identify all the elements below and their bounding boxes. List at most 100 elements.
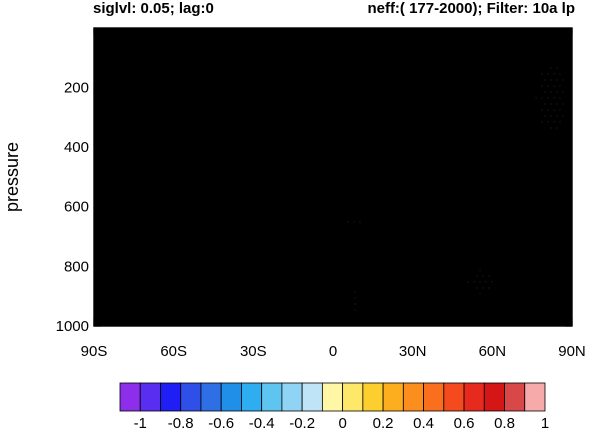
stipple-dot xyxy=(556,103,558,105)
stipple-dot xyxy=(550,67,552,69)
stipple-dot xyxy=(553,121,555,123)
heatmap-field xyxy=(94,28,572,326)
stipple-dot xyxy=(354,303,356,305)
colorbar-swatch xyxy=(321,382,344,412)
stipple-dot xyxy=(547,121,549,123)
colorbar-label: -0.2 xyxy=(289,415,315,431)
colorbar-label: 0.2 xyxy=(373,415,394,431)
field-region xyxy=(94,229,318,326)
colorbar-swatch xyxy=(342,382,364,412)
colorbar-swatch xyxy=(220,382,242,412)
colorbar-label: 0.4 xyxy=(413,415,434,431)
colorbar-swatch xyxy=(423,382,445,412)
colorbar-label: 0.8 xyxy=(494,415,515,431)
y-tick-label: 800 xyxy=(64,258,89,275)
field-region xyxy=(240,48,297,83)
y-axis: 200 400 600 800 1000 xyxy=(56,57,572,335)
stipple-dot xyxy=(541,73,543,75)
stipple-dot xyxy=(556,115,558,117)
stipple-dot xyxy=(559,97,561,99)
stipple-dot xyxy=(556,91,558,93)
significance-stipple xyxy=(347,67,564,311)
field-region xyxy=(330,212,373,240)
colorbar-label: -0.6 xyxy=(208,415,234,431)
stipple-dot xyxy=(544,115,546,117)
x-tick-label: 60S xyxy=(160,343,187,360)
colorbar-swatch xyxy=(301,382,323,412)
stipple-dot xyxy=(491,281,493,283)
stipple-dot xyxy=(353,221,355,223)
stipple-dot xyxy=(541,109,543,111)
x-tick-label: 30S xyxy=(240,343,267,360)
colorbar: -1 -0.8 -0.6 -0.4 -0.2 0 0.2 0.4 0.6 0.8 1 xyxy=(119,382,549,431)
field-region xyxy=(231,230,304,287)
stipple-dot xyxy=(479,293,481,295)
field-region xyxy=(413,103,432,148)
colorbar-label: 0.6 xyxy=(454,415,475,431)
field-region xyxy=(94,298,103,320)
stipple-dot xyxy=(547,73,549,75)
field-region xyxy=(450,55,478,77)
field-region xyxy=(338,148,353,164)
stipple-dot xyxy=(347,221,349,223)
field-region xyxy=(247,229,253,237)
stipple-dot xyxy=(488,287,490,289)
colorbar-swatch xyxy=(241,382,263,412)
stipple-dot xyxy=(354,291,356,293)
chart-title-right: neff:( 177-2000); Filter: 10a lp xyxy=(367,0,575,17)
colorbar-swatch xyxy=(504,382,526,412)
colorbar-label: -0.8 xyxy=(168,415,194,431)
colorbar-swatch xyxy=(200,382,222,412)
field-region xyxy=(332,182,352,199)
x-axis: 90S 60S 30S 0 30N 60N 90N xyxy=(81,28,586,360)
field-region xyxy=(146,28,300,240)
stipple-dot xyxy=(544,79,546,81)
stipple-dot xyxy=(479,269,481,271)
stipple-dot xyxy=(479,281,481,283)
stipple-dot xyxy=(547,85,549,87)
stipple-dot xyxy=(550,79,552,81)
stipple-dot xyxy=(562,79,564,81)
colorbar-label: 0 xyxy=(338,415,346,431)
stipple-dot xyxy=(553,73,555,75)
y-tick-label: 600 xyxy=(64,199,89,216)
x-tick-label: 90S xyxy=(81,343,108,360)
y-tick-label: 1000 xyxy=(56,318,89,335)
field-region xyxy=(463,262,501,303)
stipple-dot xyxy=(541,97,543,99)
x-tick-label: 60N xyxy=(479,343,507,360)
stipple-dot xyxy=(559,109,561,111)
colorbar-swatch xyxy=(281,382,303,412)
colorbar-swatch xyxy=(119,382,141,412)
colorbar-swatch xyxy=(463,382,485,412)
colorbar-swatch xyxy=(483,382,505,412)
colorbar-swatch xyxy=(160,382,182,412)
stipple-dot xyxy=(547,97,549,99)
colorbar-label: -0.4 xyxy=(249,415,275,431)
stipple-dot xyxy=(556,67,558,69)
stipple-dot xyxy=(485,281,487,283)
stipple-dot xyxy=(488,275,490,277)
stipple-dot xyxy=(541,121,543,123)
stipple-dot xyxy=(476,287,478,289)
stipple-dot xyxy=(550,115,552,117)
field-region xyxy=(338,286,366,323)
colorbar-swatch xyxy=(402,382,424,412)
stipple-dot xyxy=(562,91,564,93)
colorbar-label: 1 xyxy=(541,415,549,431)
colorbar-swatch xyxy=(362,382,384,412)
stipple-dot xyxy=(535,97,537,99)
y-axis-label: pressure xyxy=(2,142,22,212)
field-region xyxy=(398,206,430,244)
stipple-dot xyxy=(482,287,484,289)
field-region xyxy=(416,265,453,303)
y-tick-label: 400 xyxy=(64,139,89,156)
colorbar-swatch xyxy=(524,382,546,412)
y-tick-label: 200 xyxy=(64,79,89,96)
field-region xyxy=(246,147,313,225)
stipple-dot xyxy=(562,115,564,117)
x-tick-label: 30N xyxy=(399,343,427,360)
field-region xyxy=(94,28,130,214)
stipple-dot xyxy=(473,281,475,283)
